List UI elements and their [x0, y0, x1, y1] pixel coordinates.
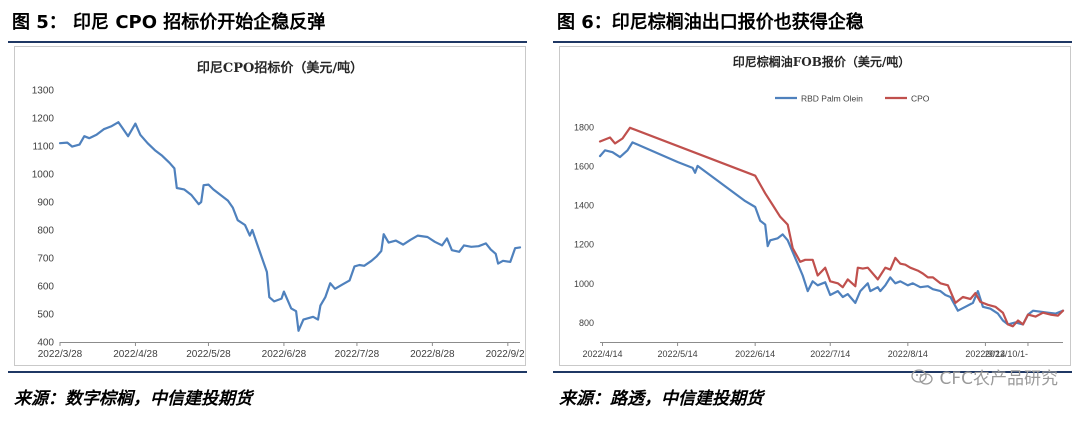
- x-tick-label: 2022/6/28: [262, 349, 307, 360]
- y-tick-label: 1200: [32, 114, 55, 125]
- x-tick-label: 2022/7/14: [810, 349, 850, 359]
- x-tick-label: 2022/7/28: [335, 349, 380, 360]
- x-tick-label: 2022/8/28: [410, 349, 455, 360]
- x-tick-label: 2022/10/1-: [985, 349, 1028, 359]
- x-tick-label: 2022/5/28: [186, 349, 231, 360]
- y-tick-label: 1300: [32, 86, 55, 97]
- chart-title: 印尼CPO招标价（美元/吨）: [197, 60, 363, 76]
- y-tick-label: 1400: [574, 201, 594, 211]
- y-tick-label: 800: [579, 318, 594, 328]
- x-tick-label: 2022/6/14: [735, 349, 775, 359]
- figure-6-panel: 图 6：印尼棕榈油出口报价也获得企稳 印尼棕榈油FOB报价（美元/吨） 800 10…: [545, 0, 1080, 425]
- figure-5-title-rule: [8, 41, 527, 43]
- y-tick-label: 500: [37, 310, 54, 321]
- y-tick-label: 1800: [574, 122, 594, 132]
- x-tick-label: 2022/9/14: [965, 349, 1005, 359]
- figure-5-panel: 图 5： 印尼 CPO 招标价开始企稳反弹 印尼CPO招标价（美元/吨） 400 5…: [0, 0, 535, 425]
- figure-5-bottom-rule: [8, 371, 527, 373]
- wechat-watermark: CFC农产品研究: [911, 364, 1058, 389]
- figure-6-title-rule: [553, 41, 1072, 43]
- x-tick-label: 2022/8/14: [888, 349, 928, 359]
- figure-6-bottom-rule: [553, 371, 1072, 373]
- figure-6-chart: 印尼棕榈油FOB报价（美元/吨） 800 1000 1200 1400 1600 1800 2…: [559, 46, 1071, 366]
- figure-6-title: 图 6：印尼棕榈油出口报价也获得企稳: [557, 12, 864, 33]
- figure-5-title: 图 5： 印尼 CPO 招标价开始企稳反弹: [12, 12, 326, 33]
- y-tick-label: 1100: [32, 142, 54, 153]
- x-tick-label: 2022/4/28: [113, 349, 158, 360]
- y-tick-label: 1000: [574, 279, 594, 289]
- chart-title: 印尼棕榈油FOB报价（美元/吨）: [733, 54, 911, 69]
- x-tick-label: 2022/9/28: [486, 349, 525, 360]
- y-tick-label: 700: [37, 254, 54, 265]
- x-tick-label: 2022/3/28: [38, 349, 83, 360]
- fob-quote-chart: 印尼棕榈油FOB报价（美元/吨） 800 1000 1200 1400 1600 1800 2…: [574, 54, 1065, 359]
- y-tick-label: 1000: [32, 170, 55, 181]
- legend-label: CPO: [911, 94, 930, 104]
- legend-label: RBD Palm Olein: [801, 94, 863, 104]
- y-tick-label: 1200: [574, 240, 594, 250]
- y-tick-label: 1600: [574, 161, 594, 171]
- series-line-rbd-palm-olein: [598, 141, 1065, 326]
- y-tick-label: 900: [37, 198, 54, 209]
- wechat-icon: [911, 368, 934, 385]
- figure-6-source: 来源：路透，中信建投期货: [559, 389, 763, 409]
- series-line-cpo: [598, 126, 1065, 328]
- x-tick-label: 2022/4/14: [582, 349, 622, 359]
- y-tick-label: 400: [37, 338, 54, 349]
- series-line-0: [58, 121, 522, 332]
- y-tick-label: 800: [37, 226, 54, 237]
- x-tick-label: 2022/5/14: [658, 349, 698, 359]
- watermark-text: CFC农产品研究: [939, 369, 1058, 389]
- cpo-tender-price-chart: 印尼CPO招标价（美元/吨） 400 500 600 700 800 900 1000 1100…: [32, 60, 525, 360]
- figure-5-chart: 印尼CPO招标价（美元/吨） 400 500 600 700 800 900 1000 1100…: [14, 46, 526, 366]
- y-tick-label: 600: [37, 282, 54, 293]
- figure-5-source: 来源：数字棕榈，中信建投期货: [14, 389, 252, 409]
